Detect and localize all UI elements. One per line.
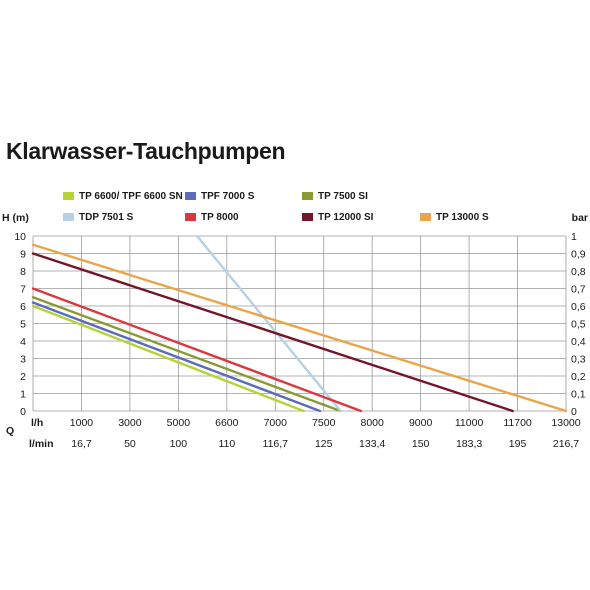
y-tick-left: 6 <box>20 301 26 313</box>
legend: TP 6600/ TPF 6600 SN TPF 7000 S TP 7500 SI… <box>63 191 489 223</box>
x-tick-lh: 1000 <box>70 417 94 429</box>
x-tick-lmin: 133,4 <box>359 438 385 450</box>
x-tick-lmin: 16,7 <box>71 438 92 450</box>
x-tick-lh: 3000 <box>118 417 142 429</box>
x-tick-lmin: 116,7 <box>263 438 289 450</box>
y-tick-right: 0,7 <box>571 284 586 296</box>
x-tick-lmin: 150 <box>412 438 430 450</box>
legend-label: TP 8000 <box>201 212 239 223</box>
legend-label: TP 13000 S <box>436 212 489 223</box>
y-axis-label-right: bar <box>572 212 588 224</box>
x-unit-lmin: l/min <box>29 438 54 450</box>
series-line <box>31 304 305 413</box>
x-tick-lh: 5000 <box>167 417 191 429</box>
x-unit-lh: l/h <box>31 417 43 429</box>
x-tick-lmin: 125 <box>315 438 333 450</box>
series-line <box>31 252 514 413</box>
y-tick-right: 0,1 <box>571 389 586 401</box>
y-tick-left: 4 <box>20 336 26 348</box>
y-tick-right: 0 <box>571 406 577 418</box>
legend-label: TPF 7000 S <box>201 191 255 202</box>
y-tick-left: 3 <box>20 354 26 366</box>
series-line <box>195 234 342 413</box>
y-tick-left: 0 <box>20 406 26 418</box>
legend-swatch <box>63 213 74 221</box>
x-tick-lmin: 50 <box>124 438 136 450</box>
y-tick-right: 1 <box>571 231 577 243</box>
series-line <box>31 243 568 413</box>
y-tick-left: 1 <box>20 389 26 401</box>
y-tick-left: 7 <box>20 284 26 296</box>
legend-label: TP 6600/ TPF 6600 SN <box>79 191 183 202</box>
legend-swatch <box>302 192 313 200</box>
legend-swatch <box>185 213 196 221</box>
x-tick-lh: 11700 <box>503 417 532 429</box>
legend-label: TP 12000 SI <box>318 212 374 223</box>
y-tick-left: 8 <box>20 266 26 278</box>
x-tick-lh: 7000 <box>264 417 288 429</box>
y-tick-right: 0,5 <box>571 319 586 331</box>
y-tick-right: 0,3 <box>571 354 586 366</box>
y-tick-left: 5 <box>20 319 26 331</box>
series-line <box>31 296 342 413</box>
y-tick-right: 0,9 <box>571 249 586 261</box>
y-tick-left: 9 <box>20 249 26 261</box>
x-tick-lmin: 216,7 <box>553 438 579 450</box>
x-tick-lmin: 183,3 <box>456 438 482 450</box>
legend-swatch <box>420 213 431 221</box>
axes: H (m) 0 1 2 3 4 5 6 7 8 9 10 bar 0 0,1 0,2 0,3 0,4 0,5 0,6 0… <box>2 212 588 450</box>
legend-swatch <box>63 192 74 200</box>
series-line <box>31 301 322 413</box>
y-tick-left: 10 <box>14 231 26 243</box>
y-axis-label-left: H (m) <box>2 212 29 224</box>
legend-label: TP 7500 SI <box>318 191 368 202</box>
legend-swatch <box>185 192 196 200</box>
y-tick-right: 0,6 <box>571 301 586 313</box>
legend-swatch <box>302 213 313 221</box>
x-tick-lmin: 195 <box>509 438 527 450</box>
y-tick-right: 0,8 <box>571 266 586 278</box>
grid <box>32 235 567 412</box>
x-axis-label: Q <box>6 425 14 437</box>
chart-title: Klarwasser-Tauchpumpen <box>6 138 286 164</box>
x-tick-lh: 13000 <box>551 417 580 429</box>
x-tick-lh: 11000 <box>455 417 484 429</box>
series-line <box>31 287 363 413</box>
x-tick-lh: 6600 <box>215 417 239 429</box>
y-tick-left: 2 <box>20 371 26 383</box>
x-tick-lmin: 110 <box>218 438 235 450</box>
legend-label: TDP 7501 S <box>79 212 134 223</box>
x-tick-lh: 8000 <box>361 417 385 429</box>
x-tick-lh: 7500 <box>312 417 336 429</box>
series-lines <box>31 234 568 413</box>
y-tick-right: 0,2 <box>571 371 586 383</box>
y-tick-right: 0,4 <box>571 336 586 348</box>
x-tick-lh: 9000 <box>409 417 433 429</box>
x-tick-lmin: 100 <box>170 438 188 450</box>
